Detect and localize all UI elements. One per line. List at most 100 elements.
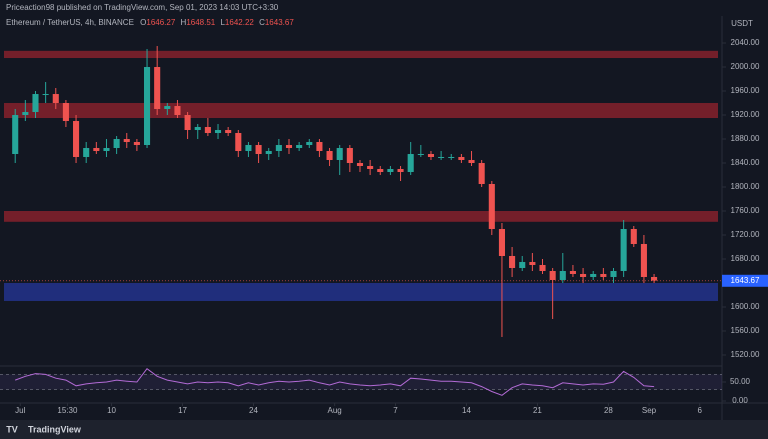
ohlc-value: 1642.22 xyxy=(225,18,254,27)
candle-body xyxy=(42,94,49,96)
footer-logo: TradingView xyxy=(28,424,82,434)
candle-body xyxy=(549,270,556,280)
candle-body xyxy=(651,276,658,281)
ohlc-value: 1648.51 xyxy=(186,18,215,27)
symbol: Ethereum / TetherUS, 4h, BINANCE O1646.2… xyxy=(6,18,294,27)
candle-body xyxy=(367,166,374,170)
candle-body xyxy=(458,157,465,161)
candle-body xyxy=(529,261,536,265)
last-price-box xyxy=(722,274,768,287)
candle-body xyxy=(194,127,201,131)
y-tick-label: 1760.00 xyxy=(731,206,760,215)
y-tick-label: 1960.00 xyxy=(731,86,760,95)
y-tick-label: 1720.00 xyxy=(731,230,760,239)
y-tick-label: 2040.00 xyxy=(731,38,760,47)
x-tick-label: 17 xyxy=(178,406,187,415)
zone xyxy=(4,103,718,119)
candle-body xyxy=(397,169,404,173)
candle-body xyxy=(235,133,242,152)
candle-body xyxy=(509,255,516,268)
candle-body xyxy=(184,115,191,131)
ohlc-value: 1643.67 xyxy=(265,18,294,27)
y-tick-label: 1520.00 xyxy=(731,350,760,359)
y-tick-label: 1600.00 xyxy=(731,302,760,311)
candle-body xyxy=(103,148,110,152)
candle-body xyxy=(630,228,637,244)
candle-body xyxy=(174,106,181,116)
candle-body xyxy=(113,139,120,149)
candle-body xyxy=(519,261,526,268)
rsi-line xyxy=(15,368,655,396)
candle-body xyxy=(154,67,161,110)
x-tick-label: Sep xyxy=(642,406,657,415)
y-tick-label: 1800.00 xyxy=(731,182,760,191)
y-tick-label: 1920.00 xyxy=(731,110,760,119)
candle-body xyxy=(448,157,455,159)
ohlc-label: O xyxy=(140,18,146,27)
candle-body xyxy=(296,145,303,149)
candle-body xyxy=(83,148,90,158)
candle-body xyxy=(427,154,435,158)
symbol-name: Ethereum / TetherUS, 4h, BINANCE xyxy=(6,18,134,27)
candle-body xyxy=(640,243,647,277)
candle-body xyxy=(407,154,414,173)
candle-body xyxy=(214,130,222,134)
candle-body xyxy=(539,264,546,271)
y-tick-label: 1880.00 xyxy=(731,134,760,143)
candle-body xyxy=(468,160,475,164)
candle-body xyxy=(438,157,445,159)
candle-body xyxy=(123,139,130,143)
y-tick-label: 1560.00 xyxy=(731,326,760,335)
candle-body xyxy=(204,127,211,134)
candle-body xyxy=(336,148,343,161)
chart-title: Priceaction98 published on TradingView.c… xyxy=(6,3,279,12)
ohlc-label: L xyxy=(220,18,225,27)
candle-body xyxy=(590,273,597,277)
currency: USDT xyxy=(731,19,753,28)
candle-body xyxy=(265,151,272,155)
candle-body xyxy=(32,94,39,113)
ohlc-label: C xyxy=(259,18,265,27)
candle-body xyxy=(356,163,364,167)
candle-body xyxy=(326,151,333,161)
candle-body xyxy=(62,103,69,122)
candle-body xyxy=(225,130,232,134)
candle-body xyxy=(488,184,495,229)
x-tick-label: 10 xyxy=(107,406,116,415)
x-tick-label: 7 xyxy=(393,406,398,415)
ohlc-label: H xyxy=(181,18,187,27)
logo-icon: TV xyxy=(6,424,18,434)
candle-body xyxy=(93,148,100,152)
x-tick-label: Jul xyxy=(15,406,25,415)
x-tick-label: Aug xyxy=(328,406,342,415)
candle-body xyxy=(12,115,19,155)
y-tick-label: 2000.00 xyxy=(731,62,760,71)
candle-body xyxy=(620,228,627,271)
x-tick-label: 14 xyxy=(462,406,471,415)
candle-body xyxy=(417,154,424,156)
candle-body xyxy=(143,67,151,146)
candle-body xyxy=(164,106,171,110)
candle-body xyxy=(316,142,323,152)
candle-body xyxy=(255,145,262,155)
candle-body xyxy=(387,169,394,173)
candle-body xyxy=(498,228,505,256)
rsi-y-tick-label: 50.00 xyxy=(730,377,751,386)
x-tick-label: 28 xyxy=(604,406,613,415)
candle-body xyxy=(285,145,293,149)
candle-body xyxy=(245,145,252,152)
candle-body xyxy=(610,270,617,277)
candle-body xyxy=(569,270,576,274)
zone xyxy=(4,282,718,301)
candle-body xyxy=(478,163,485,185)
y-tick-label: 1840.00 xyxy=(731,158,760,167)
footer-bar xyxy=(0,420,768,439)
candle-body xyxy=(133,142,140,146)
candle-body xyxy=(580,273,587,277)
candle-body xyxy=(600,273,607,277)
candle-body xyxy=(275,145,282,152)
candle-body xyxy=(346,148,353,164)
zone xyxy=(4,210,718,222)
candle-body xyxy=(377,169,384,173)
